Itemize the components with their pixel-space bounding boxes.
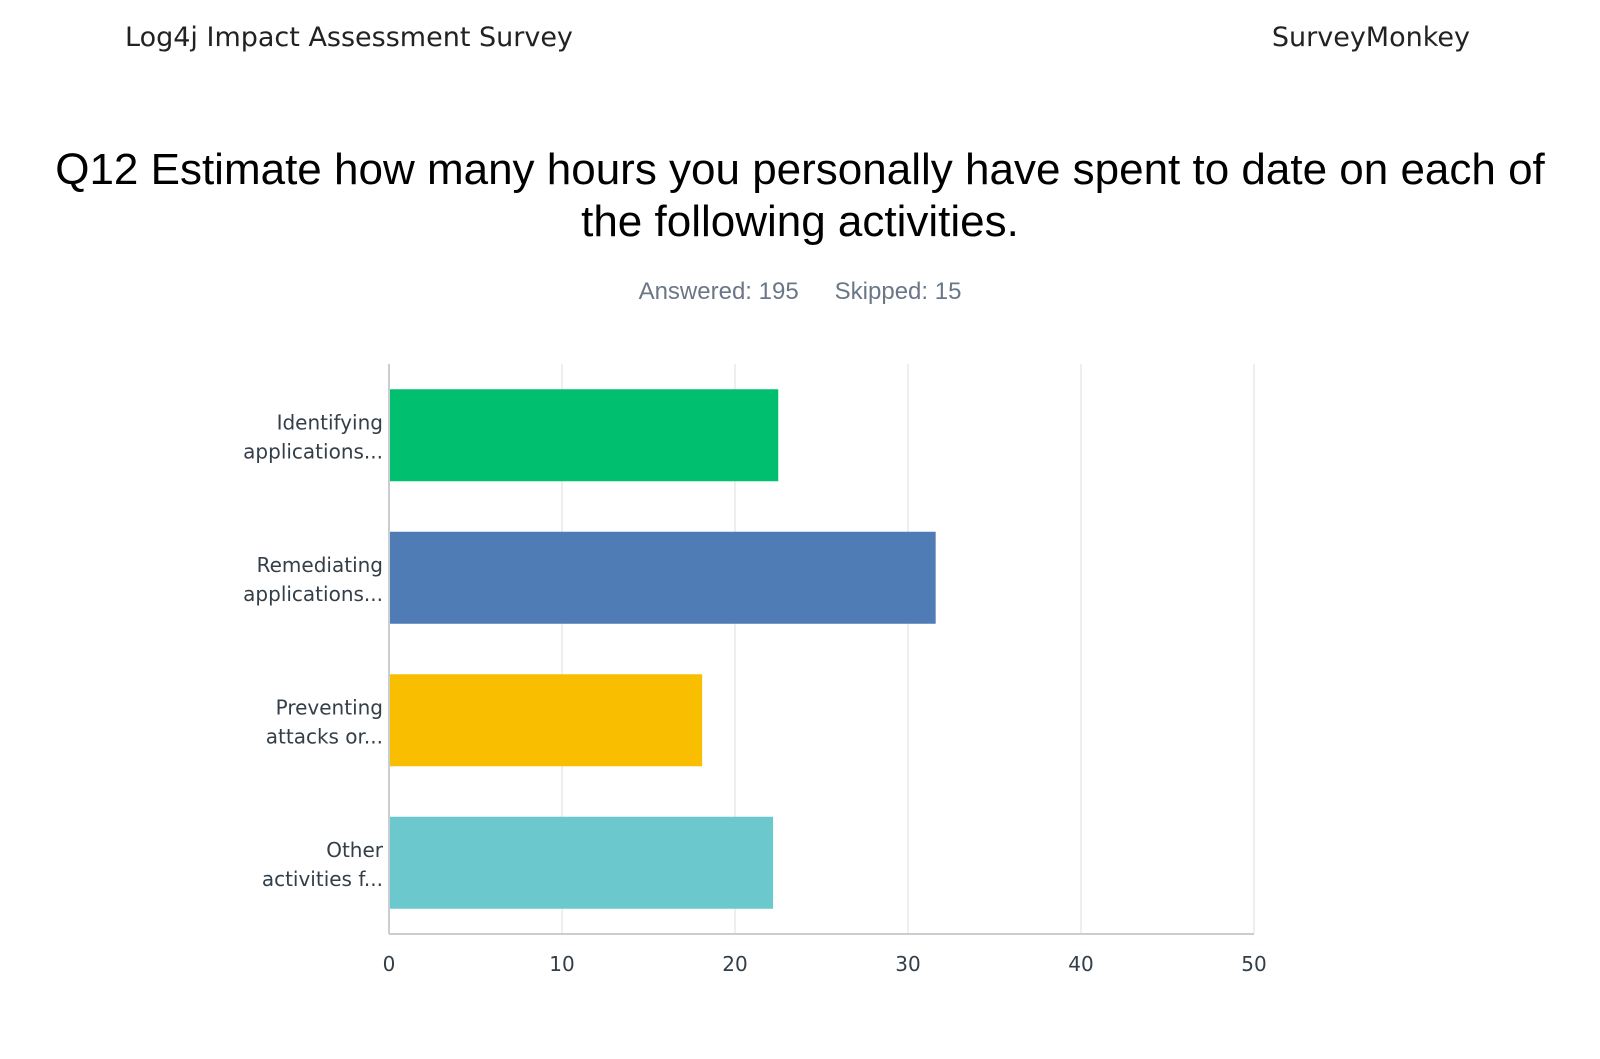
axes	[388, 364, 1254, 935]
x-tick-label: 10	[549, 952, 574, 976]
x-tick-label: 0	[383, 952, 396, 976]
response-stats: Answered: 195 Skipped: 15	[0, 278, 1600, 306]
category-label: Remediating applications...	[243, 553, 383, 606]
bar-2	[390, 531, 936, 624]
tick-labels: 0 10 20 30 40 50	[383, 952, 1267, 976]
x-tick-label: 30	[895, 952, 920, 976]
x-tick-label: 40	[1068, 952, 1093, 976]
skipped-count: Skipped: 15	[834, 278, 962, 305]
x-tick-label: 20	[722, 952, 747, 976]
category-label: Identifying applications...	[243, 410, 383, 463]
bar-4	[390, 816, 774, 909]
category-label: Preventing attacks or...	[266, 695, 383, 748]
survey-title: Log4j Impact Assessment Survey	[125, 22, 573, 53]
bar-1	[390, 389, 779, 482]
category-label: Other activities f...	[262, 838, 384, 891]
brand-name: SurveyMonkey	[1271, 22, 1470, 53]
x-tick-label: 50	[1241, 952, 1266, 976]
bar-3	[390, 674, 703, 767]
question-title: Q12 Estimate how many hours you personal…	[55, 145, 1545, 246]
bars	[390, 389, 936, 909]
category-labels: Identifying applications... Remediating app…	[243, 410, 384, 891]
answered-count: Answered: 195	[638, 278, 799, 305]
